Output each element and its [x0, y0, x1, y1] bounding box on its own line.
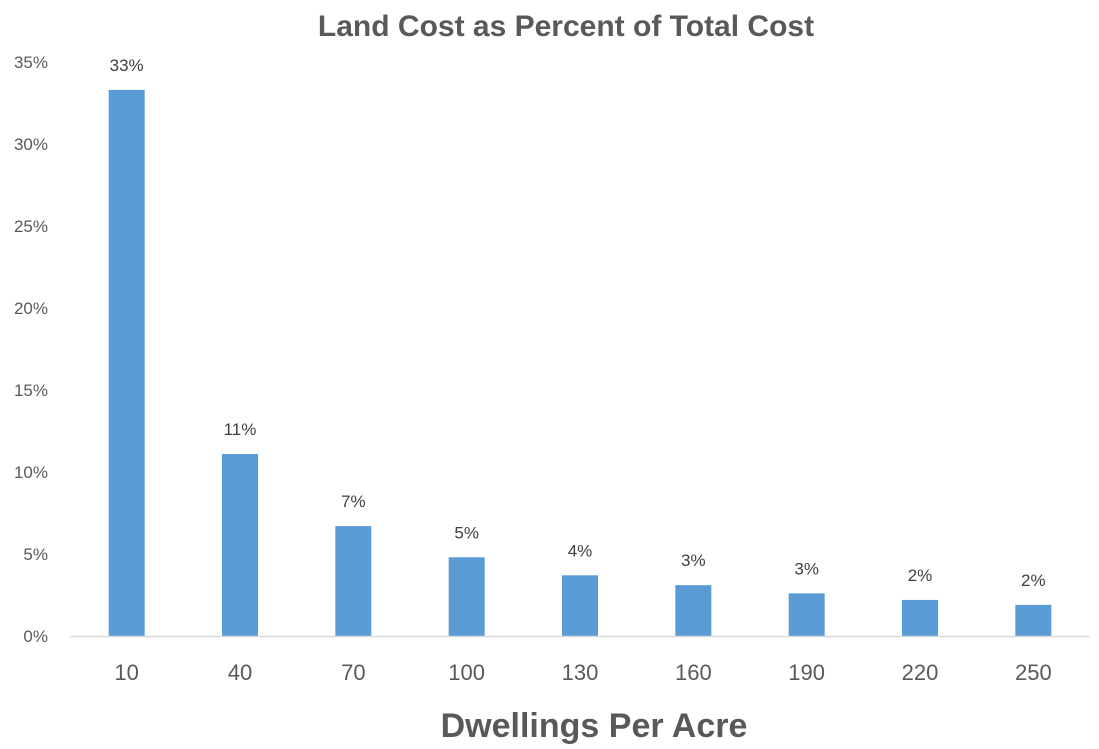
- data-label-250: 2%: [1021, 571, 1046, 590]
- bar-190: [788, 593, 825, 636]
- data-label-10: 33%: [110, 56, 144, 75]
- x-axis-ticks: 10 40 70 100 130 160 190 220 250: [114, 660, 1051, 685]
- bar-100: [448, 557, 485, 636]
- x-tick-label: 220: [902, 660, 939, 685]
- x-tick-label: 130: [562, 660, 599, 685]
- x-tick-label: 160: [675, 660, 712, 685]
- data-labels-group: 33% 11% 7% 5% 4% 3% 3% 2% 2%: [110, 56, 1046, 590]
- x-tick-label: 190: [788, 660, 825, 685]
- y-tick-label: 0%: [23, 627, 48, 646]
- bar-40: [222, 453, 258, 636]
- data-label-130: 4%: [568, 541, 593, 560]
- data-label-70: 7%: [341, 492, 366, 511]
- y-tick-label: 15%: [14, 381, 48, 400]
- x-tick-label: 70: [341, 660, 365, 685]
- y-tick-label: 10%: [14, 463, 48, 482]
- data-label-220: 2%: [908, 566, 933, 585]
- data-label-100: 5%: [454, 523, 479, 542]
- y-tick-label: 5%: [23, 545, 48, 564]
- bar-130: [562, 575, 598, 636]
- data-label-190: 3%: [794, 559, 819, 578]
- x-tick-label: 250: [1015, 660, 1052, 685]
- y-axis-ticks: 0% 5% 10% 15% 20% 25% 30% 35%: [14, 53, 48, 646]
- bar-220: [902, 599, 938, 636]
- x-tick-label: 40: [228, 660, 252, 685]
- y-tick-label: 30%: [14, 135, 48, 154]
- x-axis-title: Dwellings Per Acre: [441, 707, 748, 744]
- y-tick-label: 25%: [14, 217, 48, 236]
- bars-group: [108, 89, 1052, 636]
- data-label-40: 11%: [224, 420, 257, 439]
- bar-160: [675, 585, 712, 636]
- x-tick-label: 100: [448, 660, 485, 685]
- y-tick-label: 20%: [14, 299, 48, 318]
- bar-70: [335, 526, 372, 636]
- bar-10: [108, 89, 145, 636]
- data-label-160: 3%: [681, 551, 706, 570]
- bar-250: [1015, 604, 1052, 636]
- x-tick-label: 10: [114, 660, 138, 685]
- chart-title: Land Cost as Percent of Total Cost: [318, 10, 814, 43]
- y-tick-label: 35%: [14, 53, 48, 72]
